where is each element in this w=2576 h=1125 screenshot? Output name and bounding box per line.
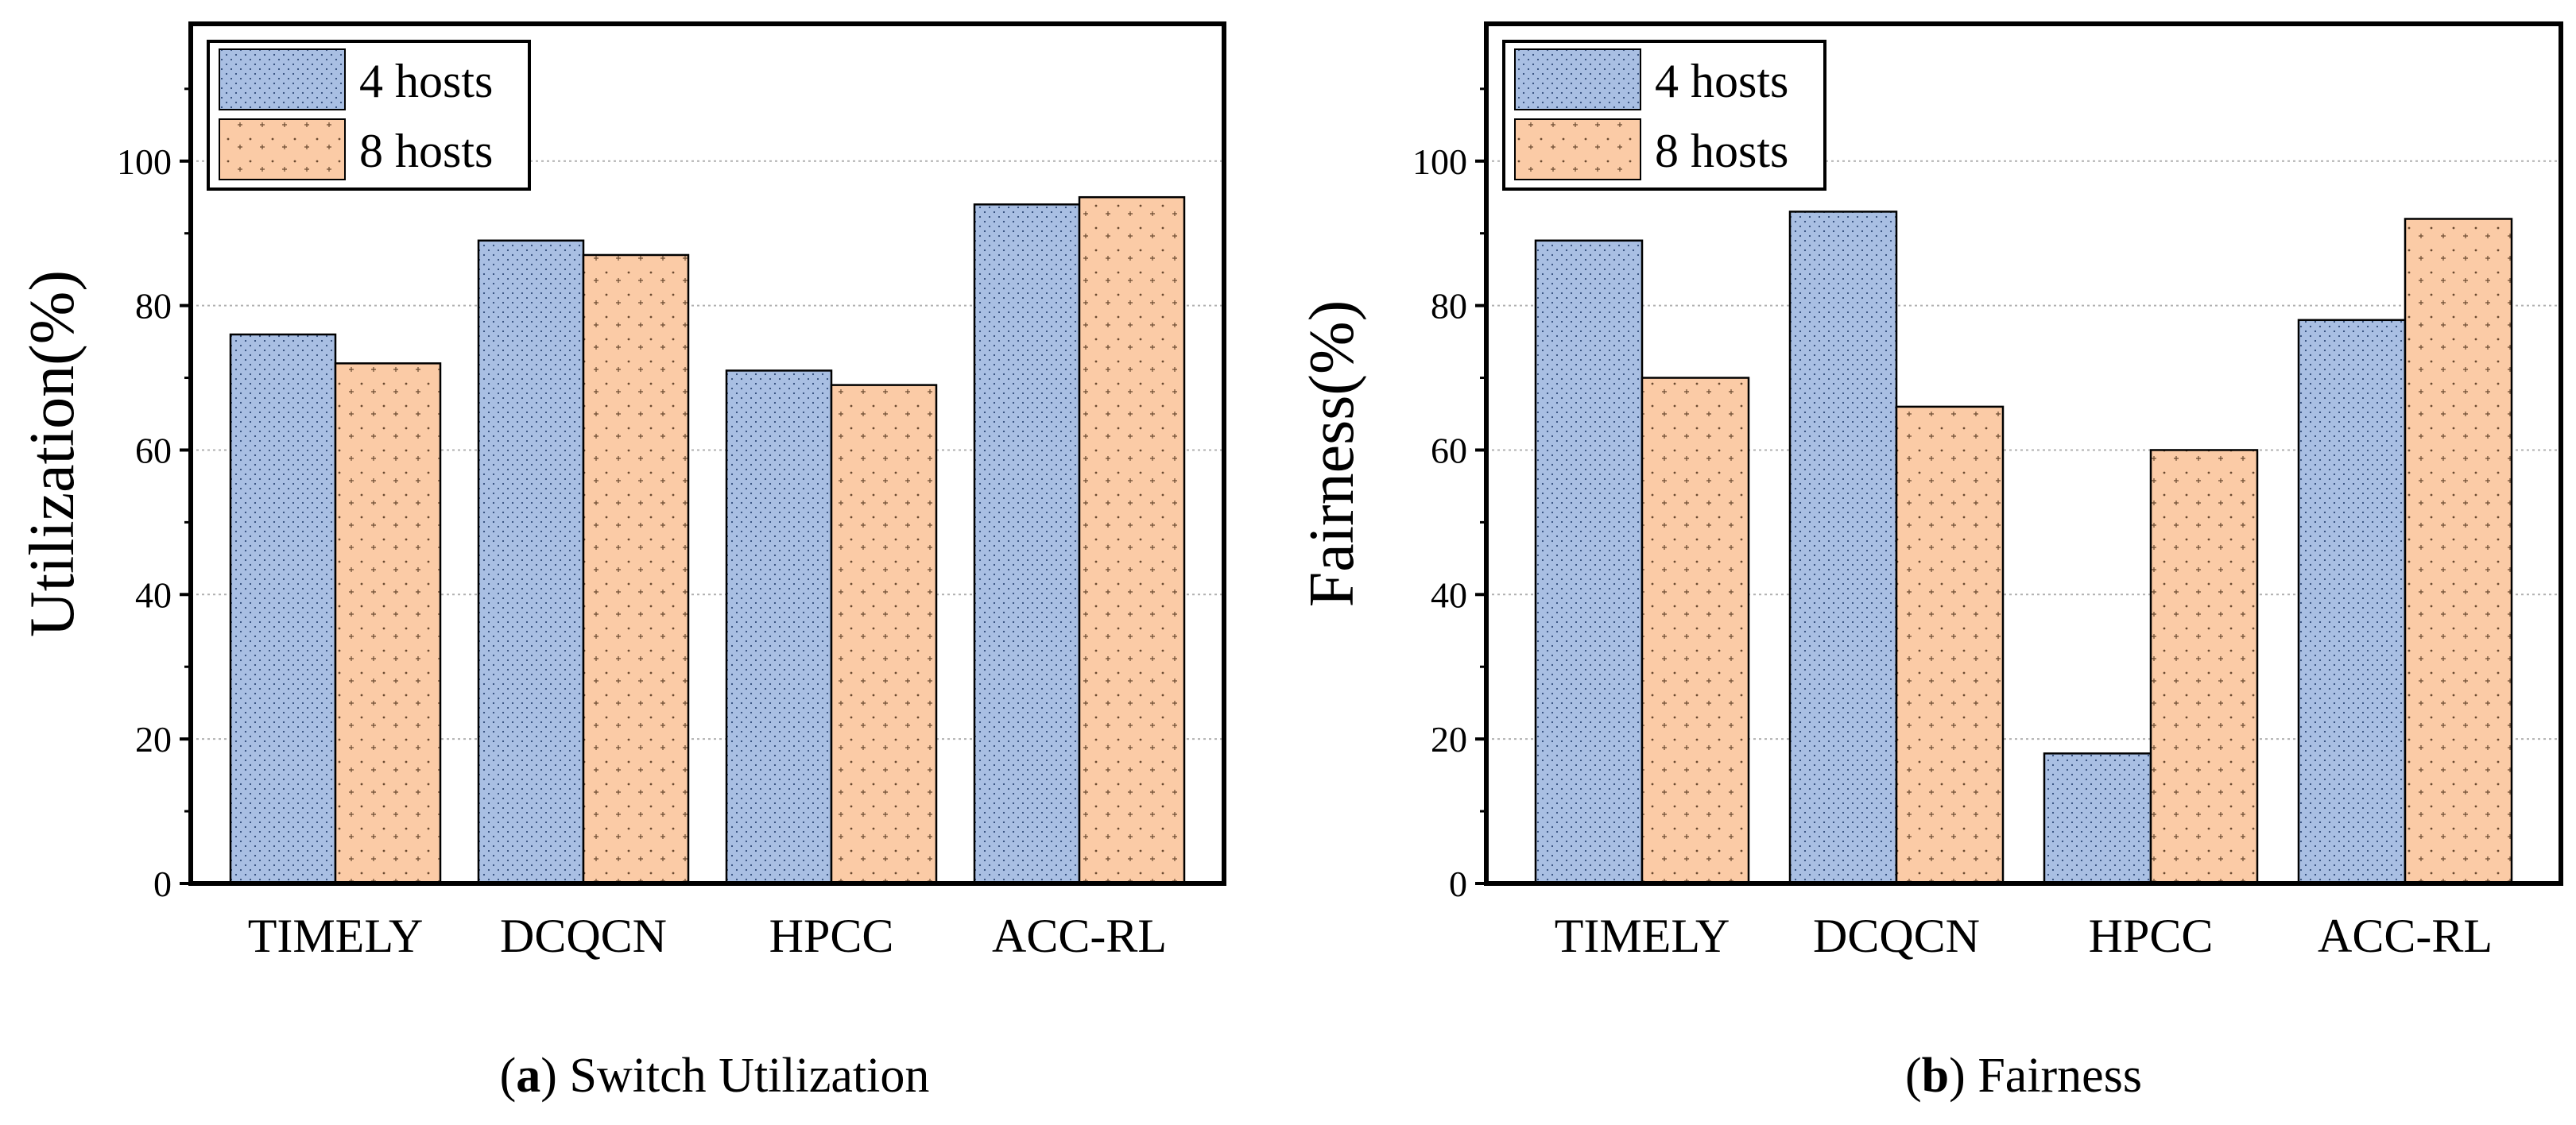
bar-dcqcn-4-hosts xyxy=(1788,211,1898,885)
x-tick-label: ACC-RL xyxy=(2318,910,2493,962)
legend-b: 4 hosts 8 hosts xyxy=(1502,40,1826,191)
legend-label-4-hosts-b: 4 hosts xyxy=(1655,55,1788,107)
y-tick-label: 40 xyxy=(1431,574,1467,615)
legend-swatch-8-hosts-b xyxy=(1514,118,1641,180)
bar-acc-rl-4-hosts xyxy=(973,203,1081,885)
plot-frame-b xyxy=(1484,21,2563,886)
x-ticks-a: TIMELY DCQCN HPCC ACC-RL xyxy=(248,910,1167,962)
y-tick-label: 100 xyxy=(117,141,172,182)
bar-hpcc-8-hosts xyxy=(2149,449,2259,885)
y-tick-label: 20 xyxy=(135,719,172,760)
y-axis-label-b: Fairness(%) xyxy=(1297,300,1367,608)
legend-swatch-4-hosts-a xyxy=(219,48,346,110)
bar-dcqcn-8-hosts xyxy=(1895,405,2005,885)
caption-text-a: Switch Utilization xyxy=(569,1049,929,1103)
legend-a: 4 hosts 8 hosts xyxy=(207,40,531,191)
bar-hpcc-4-hosts xyxy=(725,369,833,885)
y-tick-label: 0 xyxy=(153,864,172,904)
legend-label-4-hosts-a: 4 hosts xyxy=(359,55,493,107)
y-axis-label-a: Utilization(%) xyxy=(17,270,87,637)
bar-acc-rl-4-hosts xyxy=(2297,319,2407,885)
bar-timely-8-hosts xyxy=(1641,377,1750,885)
y-tick-label: 80 xyxy=(135,286,172,327)
plot-frame-a xyxy=(188,21,1226,886)
x-ticks-b: TIMELY DCQCN HPCC ACC-RL xyxy=(1555,910,2493,962)
bar-acc-rl-8-hosts xyxy=(2404,218,2513,885)
chart-panel-a: 0 20 40 60 80 100 TIMELY DCQCN HPCC ACC-RL Utili… xyxy=(17,21,1226,1103)
x-tick-label: DCQCN xyxy=(500,910,667,962)
y-tick-label: 40 xyxy=(135,574,172,615)
x-tick-label: DCQCN xyxy=(1813,910,1980,962)
legend-label-8-hosts-a: 8 hosts xyxy=(359,125,493,177)
caption-b: (b) Fairness xyxy=(1905,1049,2142,1103)
x-tick-label: TIMELY xyxy=(248,910,424,962)
bar-dcqcn-8-hosts xyxy=(582,253,690,885)
bar-hpcc-8-hosts xyxy=(830,384,938,885)
y-tick-label: 80 xyxy=(1431,286,1467,327)
x-tick-label: HPCC xyxy=(769,910,894,962)
bar-timely-4-hosts xyxy=(1534,239,1644,885)
caption-a: (a) Switch Utilization xyxy=(500,1049,930,1103)
x-tick-label: TIMELY xyxy=(1555,910,1730,962)
bar-dcqcn-4-hosts xyxy=(477,239,585,885)
bar-timely-8-hosts xyxy=(334,362,442,885)
y-ticks-a: 0 20 40 60 80 100 xyxy=(117,87,191,904)
bar-timely-4-hosts xyxy=(229,333,337,885)
bar-acc-rl-8-hosts xyxy=(1078,195,1186,885)
legend-swatch-4-hosts-b xyxy=(1514,48,1641,110)
bars-a xyxy=(229,195,1186,885)
y-tick-label: 0 xyxy=(1449,864,1467,904)
bar-hpcc-4-hosts xyxy=(2043,752,2152,885)
y-tick-label: 20 xyxy=(1431,719,1467,760)
caption-letter-a: a xyxy=(516,1049,540,1103)
caption-letter-b: b xyxy=(1922,1049,1949,1103)
caption-text-b: Fairness xyxy=(1978,1049,2142,1103)
y-ticks-b: 0 20 40 60 80 100 xyxy=(1412,87,1486,904)
bars-b xyxy=(1534,211,2513,885)
legend-label-8-hosts-b: 8 hosts xyxy=(1655,125,1788,177)
y-tick-label: 100 xyxy=(1412,141,1467,182)
x-tick-label: HPCC xyxy=(2089,910,2214,962)
legend-swatch-8-hosts-a xyxy=(219,118,346,180)
y-tick-label: 60 xyxy=(1431,430,1467,470)
y-tick-label: 60 xyxy=(135,430,172,470)
chart-panel-b: 0 20 40 60 80 100 TIMELY DCQCN HPCC ACC-RL Fairn… xyxy=(1297,21,2563,1103)
x-tick-label: ACC-RL xyxy=(992,910,1167,962)
